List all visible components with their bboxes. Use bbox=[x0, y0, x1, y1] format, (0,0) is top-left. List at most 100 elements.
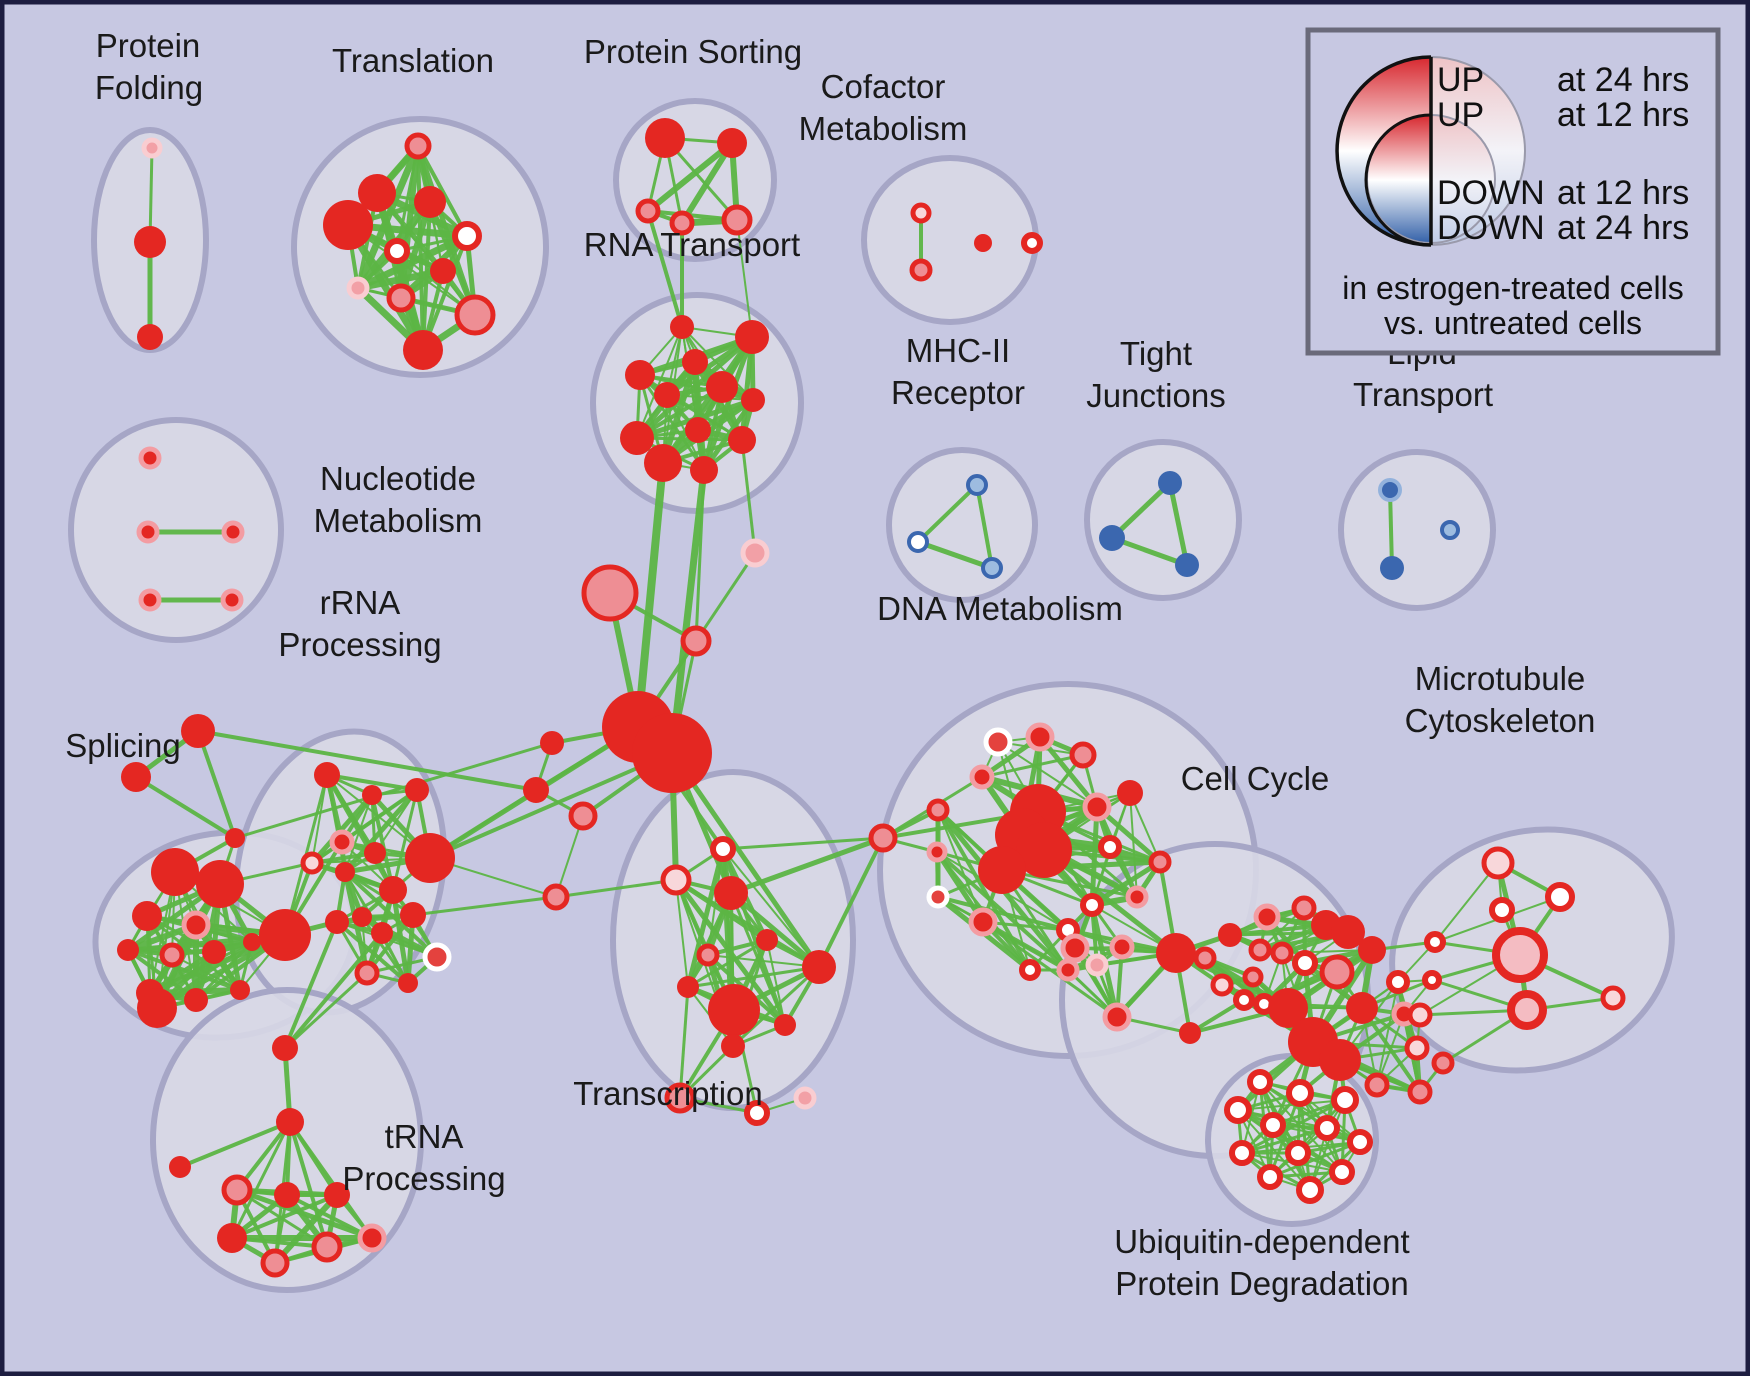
network-node-nm2[interactable] bbox=[221, 520, 245, 544]
network-node-tn6[interactable] bbox=[311, 1231, 343, 1263]
network-node-tx2[interactable] bbox=[714, 876, 748, 910]
network-node-cc1[interactable] bbox=[1291, 895, 1317, 921]
network-node-mh1[interactable] bbox=[907, 531, 929, 553]
network-node-tl5[interactable] bbox=[384, 238, 410, 264]
network-node-rt11[interactable] bbox=[690, 456, 718, 484]
network-node-sp11[interactable] bbox=[259, 909, 311, 961]
network-node-cc19[interactable] bbox=[1364, 1072, 1390, 1098]
network-node-cf3[interactable] bbox=[1021, 232, 1043, 254]
network-node-lb2[interactable] bbox=[568, 801, 598, 831]
network-node-nm3[interactable] bbox=[138, 588, 162, 612]
network-node-ub7[interactable] bbox=[1285, 1140, 1311, 1166]
network-node-rt6[interactable] bbox=[741, 388, 765, 412]
network-node-mt1[interactable] bbox=[1545, 882, 1575, 912]
network-node-dm4[interactable] bbox=[926, 798, 950, 822]
network-node-ub0[interactable] bbox=[1247, 1069, 1273, 1095]
network-node-sp12[interactable] bbox=[137, 988, 177, 1028]
network-node-tl2[interactable] bbox=[414, 186, 446, 218]
network-node-cc12[interactable] bbox=[1268, 988, 1308, 1028]
network-node-rr13[interactable] bbox=[422, 942, 452, 972]
network-node-tl6[interactable] bbox=[430, 258, 456, 284]
network-node-tn4[interactable] bbox=[324, 1182, 350, 1208]
network-node-tx0[interactable] bbox=[660, 864, 692, 896]
network-node-rr11[interactable] bbox=[371, 922, 393, 944]
network-node-tx10[interactable] bbox=[744, 1100, 770, 1126]
network-node-tn5[interactable] bbox=[217, 1223, 247, 1253]
network-node-cc23[interactable] bbox=[1210, 973, 1234, 997]
network-node-rr9[interactable] bbox=[325, 910, 349, 934]
network-node-mt8[interactable] bbox=[1600, 985, 1626, 1011]
network-node-cc22[interactable] bbox=[1193, 946, 1217, 970]
network-node-cc10[interactable] bbox=[1233, 989, 1255, 1011]
network-node-tn1[interactable] bbox=[169, 1156, 191, 1178]
network-node-ch2[interactable] bbox=[680, 625, 712, 657]
network-node-rr3[interactable] bbox=[329, 829, 355, 855]
network-node-dm5[interactable] bbox=[1117, 780, 1143, 806]
network-node-ps1[interactable] bbox=[717, 128, 747, 158]
network-node-ub10[interactable] bbox=[1329, 1159, 1355, 1185]
network-node-tx5[interactable] bbox=[696, 943, 720, 967]
network-node-tn3[interactable] bbox=[274, 1182, 300, 1208]
network-node-ch1[interactable] bbox=[740, 538, 770, 568]
network-node-bp0[interactable] bbox=[868, 823, 898, 853]
network-node-tn7[interactable] bbox=[260, 1248, 290, 1278]
network-node-tn0[interactable] bbox=[276, 1108, 304, 1136]
network-node-hub1[interactable] bbox=[632, 713, 712, 793]
network-node-dm3[interactable] bbox=[969, 764, 995, 790]
network-node-sp5[interactable] bbox=[159, 942, 185, 968]
network-node-st0[interactable] bbox=[181, 714, 215, 748]
network-node-rt8[interactable] bbox=[685, 417, 711, 443]
network-node-dm11[interactable] bbox=[1098, 835, 1122, 859]
network-node-ch0[interactable] bbox=[581, 564, 639, 622]
network-node-tx8[interactable] bbox=[721, 1034, 745, 1058]
network-node-tl8[interactable] bbox=[386, 283, 416, 313]
network-node-ps2[interactable] bbox=[635, 198, 661, 224]
network-node-rr1[interactable] bbox=[362, 785, 382, 805]
network-node-mt4[interactable] bbox=[1424, 931, 1446, 953]
network-node-cc4[interactable] bbox=[1248, 938, 1272, 962]
network-node-rr10[interactable] bbox=[352, 907, 372, 927]
network-node-ub2[interactable] bbox=[1286, 1079, 1314, 1107]
network-node-nm4[interactable] bbox=[220, 588, 244, 612]
network-node-rr8[interactable] bbox=[405, 833, 455, 883]
network-node-dm25[interactable] bbox=[1085, 953, 1109, 977]
network-node-tl0[interactable] bbox=[404, 132, 432, 160]
network-node-mh0[interactable] bbox=[966, 474, 988, 496]
network-node-cf1[interactable] bbox=[909, 258, 933, 282]
network-node-tl9[interactable] bbox=[454, 294, 496, 336]
network-node-ub3[interactable] bbox=[1331, 1086, 1359, 1114]
network-node-sp3[interactable] bbox=[181, 910, 211, 940]
network-node-tn2[interactable] bbox=[221, 1174, 253, 1206]
network-node-rt7[interactable] bbox=[620, 421, 654, 455]
network-node-ps4[interactable] bbox=[721, 204, 753, 236]
network-node-cc6[interactable] bbox=[1292, 950, 1318, 976]
network-node-sp6[interactable] bbox=[202, 940, 226, 964]
network-node-dm27[interactable] bbox=[1179, 1022, 1201, 1044]
network-node-rt1[interactable] bbox=[735, 320, 769, 354]
network-node-cc9[interactable] bbox=[1242, 966, 1264, 988]
network-node-dm15[interactable] bbox=[926, 885, 950, 909]
network-node-ub4[interactable] bbox=[1260, 1112, 1286, 1138]
network-node-tx6[interactable] bbox=[708, 984, 760, 1036]
network-node-dm14[interactable] bbox=[1125, 885, 1149, 909]
network-node-mt3[interactable] bbox=[1492, 927, 1548, 983]
network-node-cc14[interactable] bbox=[1319, 1039, 1361, 1081]
network-node-rr2[interactable] bbox=[405, 778, 429, 802]
network-node-pf2[interactable] bbox=[137, 324, 163, 350]
network-node-tl7[interactable] bbox=[346, 276, 370, 300]
network-node-cc15[interactable] bbox=[1346, 992, 1378, 1024]
network-node-tj2[interactable] bbox=[1175, 553, 1199, 577]
network-node-dm20[interactable] bbox=[1019, 959, 1041, 981]
network-node-sp0[interactable] bbox=[151, 848, 199, 896]
network-node-dm12[interactable] bbox=[1148, 850, 1172, 874]
network-node-dm22[interactable] bbox=[1156, 933, 1196, 973]
network-node-lb1[interactable] bbox=[523, 777, 549, 803]
network-node-tn8[interactable] bbox=[357, 1223, 387, 1253]
network-node-tx7[interactable] bbox=[774, 1014, 796, 1036]
network-node-tl10[interactable] bbox=[403, 330, 443, 370]
network-node-cc8[interactable] bbox=[1358, 936, 1386, 964]
network-node-mt9[interactable] bbox=[1431, 1051, 1455, 1075]
network-node-tj0[interactable] bbox=[1158, 471, 1182, 495]
network-node-cc21[interactable] bbox=[1218, 923, 1242, 947]
network-node-tl3[interactable] bbox=[323, 200, 373, 250]
